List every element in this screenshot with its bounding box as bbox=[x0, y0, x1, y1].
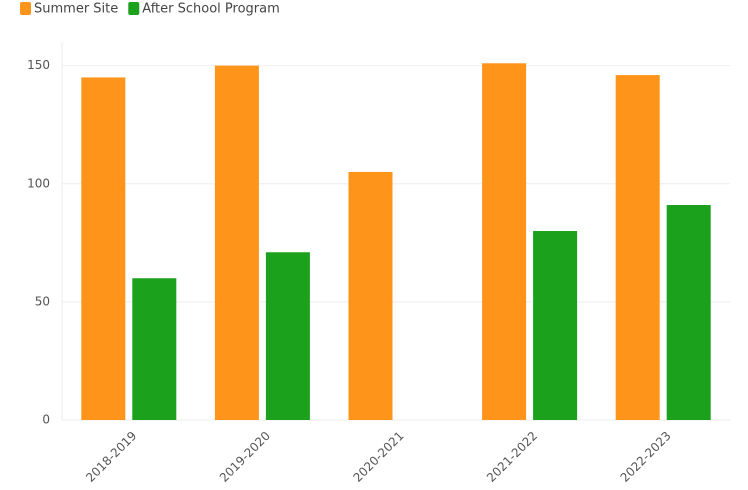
x-tick-label: 2021-2022 bbox=[484, 429, 540, 485]
bar bbox=[533, 231, 578, 420]
x-tick-label: 2019-2020 bbox=[217, 429, 273, 485]
y-tick-label: 50 bbox=[35, 294, 50, 308]
bar bbox=[666, 205, 711, 420]
bar bbox=[615, 75, 660, 420]
bar bbox=[81, 77, 126, 420]
bar bbox=[265, 252, 310, 420]
legend-swatch[interactable] bbox=[128, 2, 140, 15]
y-tick-label: 150 bbox=[27, 58, 50, 72]
bar bbox=[348, 171, 393, 420]
bar bbox=[214, 65, 259, 420]
bar bbox=[482, 63, 527, 420]
legend-label[interactable]: Summer Site bbox=[34, 2, 118, 17]
legend-label[interactable]: After School Program bbox=[142, 2, 280, 17]
y-tick-label: 100 bbox=[27, 176, 50, 190]
y-tick-label: 0 bbox=[42, 413, 50, 427]
x-tick-label: 2022-2023 bbox=[618, 429, 674, 485]
x-tick-label: 2018-2019 bbox=[83, 429, 139, 485]
x-tick-label: 2020-2021 bbox=[350, 429, 406, 485]
bar bbox=[132, 278, 177, 420]
legend-swatch[interactable] bbox=[20, 2, 31, 15]
